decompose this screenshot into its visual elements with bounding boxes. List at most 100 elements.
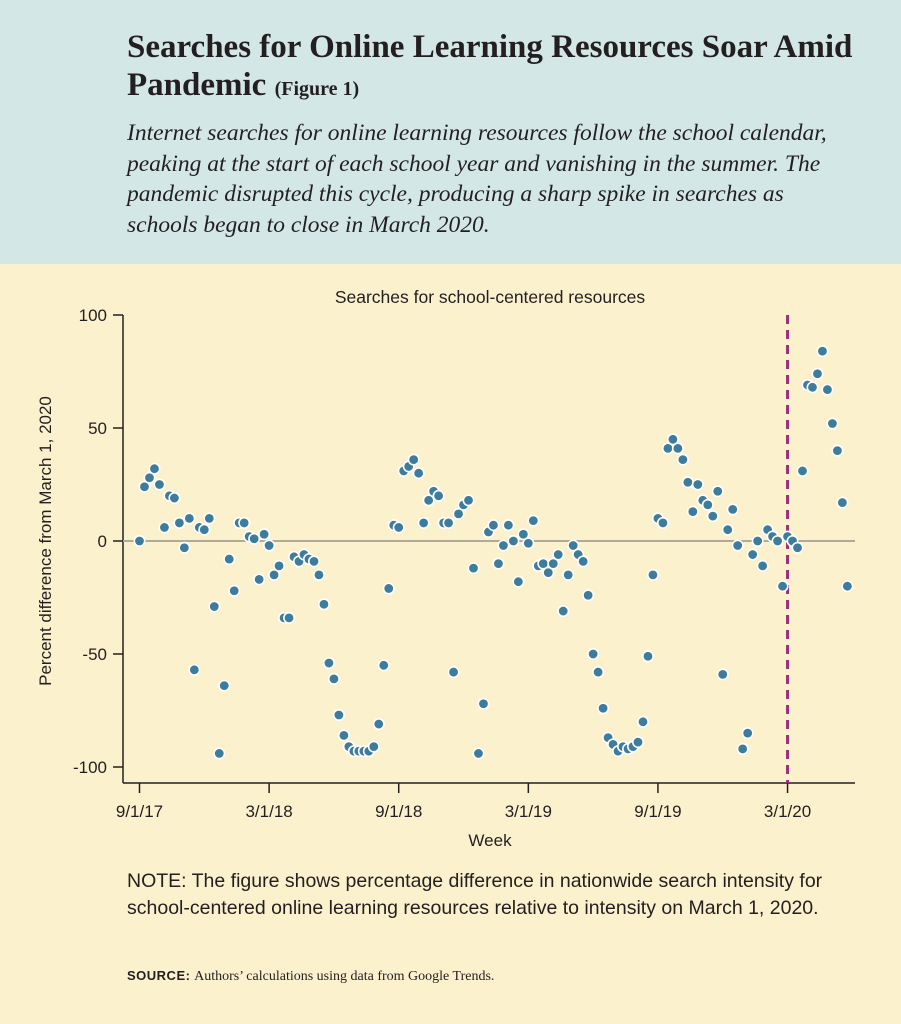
data-point bbox=[567, 539, 580, 552]
data-point bbox=[327, 672, 340, 685]
data-point bbox=[268, 568, 281, 581]
data-point bbox=[791, 541, 804, 554]
data-point bbox=[337, 729, 350, 742]
data-point bbox=[686, 505, 699, 518]
data-point bbox=[646, 568, 659, 581]
data-point bbox=[716, 668, 729, 681]
figure-title: Searches for Online Learning Resources S… bbox=[127, 28, 867, 108]
data-point bbox=[467, 562, 480, 575]
data-point bbox=[168, 492, 181, 505]
y-tick-label: 0 bbox=[98, 532, 107, 551]
data-point bbox=[721, 523, 734, 536]
data-point bbox=[422, 494, 435, 507]
data-point bbox=[597, 702, 610, 715]
data-point bbox=[512, 575, 525, 588]
data-point bbox=[517, 528, 530, 541]
y-axis: 100 50 0 -50 -100 bbox=[73, 306, 124, 783]
data-point bbox=[238, 516, 251, 529]
data-point bbox=[317, 598, 330, 611]
x-tick-label: 9/1/17 bbox=[116, 802, 163, 821]
data-point bbox=[183, 512, 196, 525]
data-point bbox=[332, 709, 345, 722]
data-point bbox=[796, 464, 809, 477]
data-point bbox=[676, 453, 689, 466]
data-point bbox=[477, 697, 490, 710]
data-point bbox=[731, 539, 744, 552]
chart-title: Searches for school-centered resources bbox=[335, 287, 646, 307]
data-point bbox=[736, 742, 749, 755]
data-point bbox=[153, 478, 166, 491]
x-tick-label: 3/1/18 bbox=[245, 802, 292, 821]
data-point bbox=[322, 657, 335, 670]
data-point bbox=[462, 494, 475, 507]
data-point bbox=[377, 659, 390, 672]
data-point bbox=[372, 718, 385, 731]
data-point bbox=[218, 679, 231, 692]
x-ticks: 9/1/17 3/1/18 9/1/18 3/1/19 9/1/19 3/1/20 bbox=[116, 783, 811, 821]
data-point bbox=[771, 534, 784, 547]
data-point bbox=[452, 507, 465, 520]
data-point bbox=[547, 557, 560, 570]
data-point bbox=[706, 510, 719, 523]
data-point bbox=[562, 568, 575, 581]
y-tick-label: 100 bbox=[79, 306, 107, 325]
data-point bbox=[143, 471, 156, 484]
data-point bbox=[417, 516, 430, 529]
data-point bbox=[407, 453, 420, 466]
data-point bbox=[841, 580, 854, 593]
data-point bbox=[821, 383, 834, 396]
data-point bbox=[392, 521, 405, 534]
data-point bbox=[592, 666, 605, 679]
data-point bbox=[208, 600, 221, 613]
data-point bbox=[552, 548, 565, 561]
data-point bbox=[751, 534, 764, 547]
data-point bbox=[188, 663, 201, 676]
figure-source: SOURCE: Authors’ calculations using data… bbox=[127, 968, 847, 985]
scatter-chart: Searches for school-centered resources 1… bbox=[36, 287, 855, 850]
data-point bbox=[138, 480, 151, 493]
data-point bbox=[701, 498, 714, 511]
data-point bbox=[263, 539, 276, 552]
data-point bbox=[656, 516, 669, 529]
data-point bbox=[756, 559, 769, 572]
data-point bbox=[507, 534, 520, 547]
data-point bbox=[382, 582, 395, 595]
figure-note: NOTE: The figure shows percentage differ… bbox=[127, 870, 823, 919]
data-point bbox=[432, 489, 445, 502]
data-point bbox=[223, 553, 236, 566]
data-point bbox=[492, 557, 505, 570]
data-point bbox=[447, 666, 460, 679]
x-tick-label: 9/1/18 bbox=[375, 802, 422, 821]
data-point bbox=[228, 584, 241, 597]
data-point bbox=[666, 433, 679, 446]
data-point bbox=[158, 521, 171, 534]
data-point bbox=[831, 444, 844, 457]
data-point bbox=[283, 611, 296, 624]
x-tick-label: 3/1/19 bbox=[505, 802, 552, 821]
data-point bbox=[577, 555, 590, 568]
data-point bbox=[726, 503, 739, 516]
data-point bbox=[681, 476, 694, 489]
data-point bbox=[671, 442, 684, 455]
data-point bbox=[582, 589, 595, 602]
data-point bbox=[741, 727, 754, 740]
figure-number: (Figure 1) bbox=[274, 78, 360, 100]
data-point bbox=[203, 512, 216, 525]
data-point bbox=[148, 462, 161, 475]
data-point bbox=[213, 747, 226, 760]
x-tick-label: 3/1/20 bbox=[764, 802, 811, 821]
data-point bbox=[307, 555, 320, 568]
x-axis: 9/1/17 3/1/18 9/1/18 3/1/19 9/1/19 3/1/20 bbox=[116, 782, 855, 821]
header-panel: Searches for Online Learning Resources S… bbox=[0, 0, 901, 264]
data-point bbox=[826, 417, 839, 430]
data-point bbox=[816, 345, 829, 358]
y-tick-label: -50 bbox=[82, 645, 107, 664]
y-axis-label: Percent difference from March 1, 2020 bbox=[36, 396, 55, 686]
data-points bbox=[133, 345, 854, 760]
data-point bbox=[178, 541, 191, 554]
data-point bbox=[641, 650, 654, 663]
data-point bbox=[527, 514, 540, 527]
y-tick-label: -100 bbox=[73, 758, 107, 777]
data-point bbox=[522, 537, 535, 550]
data-point bbox=[636, 715, 649, 728]
